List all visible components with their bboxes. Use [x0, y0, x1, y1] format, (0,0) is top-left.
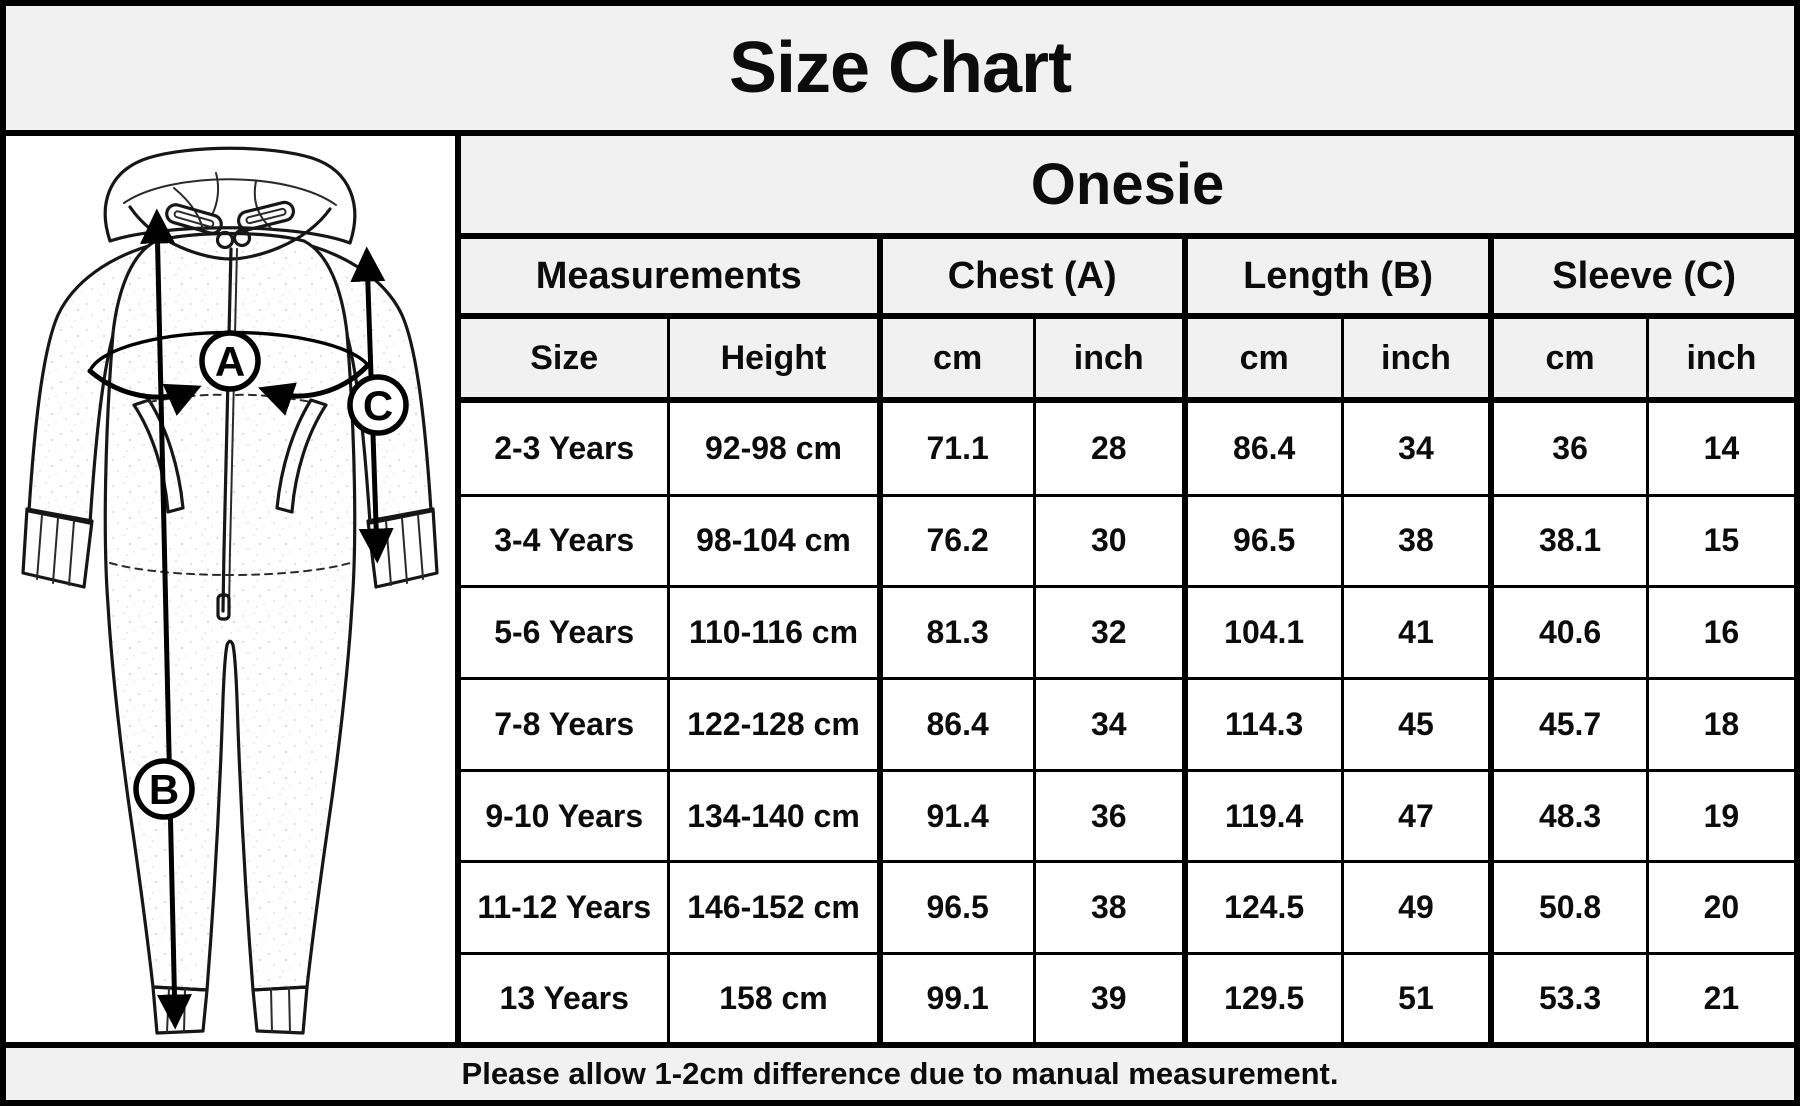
page-title: Size Chart	[728, 28, 1072, 108]
length-label: B	[149, 766, 179, 813]
length-inch-cell: 41	[1340, 585, 1493, 681]
table-row: 5-6 Years 110-116 cm 81.3 32 104.1 41 40…	[461, 585, 1794, 681]
length-cm-cell: 86.4	[1181, 398, 1344, 497]
chest-inch-cell: 30	[1032, 493, 1187, 589]
sleeve-inch-cell: 19	[1645, 768, 1794, 864]
sleeve-inch-cell: 15	[1645, 493, 1794, 589]
size-cell: 3-4 Years	[461, 493, 671, 589]
onesie-diagram: A B C	[6, 136, 461, 1042]
table-row: 11-12 Years 146-152 cm 96.5 38 124.5 49 …	[461, 860, 1794, 956]
length-inch-cell: 38	[1340, 493, 1493, 589]
chest-cm-cell: 71.1	[876, 398, 1036, 497]
chest-cm-cell: 99.1	[876, 952, 1036, 1042]
length-inch-cell: 45	[1340, 677, 1493, 772]
measurement-annotations: A B C	[87, 208, 409, 1030]
sleeve-inch-cell: 14	[1645, 398, 1794, 497]
table-row: 13 Years 158 cm 99.1 39 129.5 51 53.3 21	[461, 952, 1794, 1042]
size-cell: 13 Years	[461, 952, 671, 1042]
group-header-chest: Chest (A)	[876, 234, 1187, 319]
table-row: 9-10 Years 134-140 cm 91.4 36 119.4 47 4…	[461, 768, 1794, 864]
chest-cm-cell: 81.3	[876, 585, 1036, 681]
sleeve-label: C	[363, 382, 393, 429]
title-bar: Size Chart	[6, 6, 1794, 136]
sleeve-inch-cell: 16	[1645, 585, 1794, 681]
col-header-sleeve-inch: inch	[1645, 314, 1794, 403]
length-label-circle	[133, 758, 195, 820]
table-title: Onesie	[461, 136, 1794, 239]
table-row: 2-3 Years 92-98 cm 71.1 28 86.4 34 36 14	[461, 398, 1794, 497]
chest-label: A	[215, 338, 245, 385]
col-header-height: Height	[667, 314, 882, 403]
col-header-chest-cm: cm	[876, 314, 1036, 403]
height-cell: 98-104 cm	[667, 493, 882, 589]
sleeve-cm-cell: 50.8	[1488, 860, 1649, 956]
height-cell: 92-98 cm	[667, 398, 882, 497]
height-cell: 146-152 cm	[667, 860, 882, 956]
size-table-wrap: Onesie Measurements Chest (A) Length (B)…	[461, 136, 1794, 1042]
chest-inch-cell: 32	[1032, 585, 1187, 681]
main-area: A B C Onesie	[6, 136, 1794, 1042]
length-cm-cell: 129.5	[1181, 952, 1344, 1042]
chest-label-circle	[199, 330, 261, 392]
chest-inch-cell: 34	[1032, 677, 1187, 772]
size-cell: 5-6 Years	[461, 585, 671, 681]
sleeve-inch-cell: 18	[1645, 677, 1794, 772]
size-cell: 7-8 Years	[461, 677, 671, 772]
size-table: Onesie Measurements Chest (A) Length (B)…	[461, 136, 1794, 1042]
length-inch-cell: 47	[1340, 768, 1493, 864]
chest-cm-cell: 91.4	[876, 768, 1036, 864]
length-cm-cell: 119.4	[1181, 768, 1344, 864]
col-header-sleeve-cm: cm	[1488, 314, 1649, 403]
height-cell: 134-140 cm	[667, 768, 882, 864]
chest-inch-cell: 36	[1032, 768, 1187, 864]
height-cell: 110-116 cm	[667, 585, 882, 681]
chest-inch-cell: 38	[1032, 860, 1187, 956]
table-row: 3-4 Years 98-104 cm 76.2 30 96.5 38 38.1…	[461, 493, 1794, 589]
size-cell: 11-12 Years	[461, 860, 671, 956]
chest-cm-cell: 86.4	[876, 677, 1036, 772]
table-row: 7-8 Years 122-128 cm 86.4 34 114.3 45 45…	[461, 677, 1794, 772]
sleeve-cm-cell: 36	[1488, 398, 1649, 497]
height-cell: 122-128 cm	[667, 677, 882, 772]
sleeve-label-circle	[347, 374, 409, 436]
height-cell: 158 cm	[667, 952, 882, 1042]
chest-cm-cell: 96.5	[876, 860, 1036, 956]
chest-inch-cell: 39	[1032, 952, 1187, 1042]
length-inch-cell: 49	[1340, 860, 1493, 956]
sleeve-cm-cell: 40.6	[1488, 585, 1649, 681]
col-header-chest-inch: inch	[1032, 314, 1187, 403]
footer-note: Please allow 1-2cm difference due to man…	[461, 1056, 1339, 1091]
length-cm-cell: 114.3	[1181, 677, 1344, 772]
sleeve-cm-cell: 38.1	[1488, 493, 1649, 589]
col-header-size: Size	[461, 314, 671, 403]
sleeve-inch-cell: 21	[1645, 952, 1794, 1042]
sleeve-cm-cell: 53.3	[1488, 952, 1649, 1042]
size-cell: 9-10 Years	[461, 768, 671, 864]
length-arrow	[140, 208, 192, 1030]
length-cm-cell: 96.5	[1181, 493, 1344, 589]
chest-inch-cell: 28	[1032, 398, 1187, 497]
length-inch-cell: 51	[1340, 952, 1493, 1042]
group-header-length: Length (B)	[1181, 234, 1493, 319]
footer-note-bar: Please allow 1-2cm difference due to man…	[6, 1042, 1794, 1100]
zipper	[216, 247, 238, 621]
length-cm-cell: 124.5	[1181, 860, 1344, 956]
sleeve-cm-cell: 45.7	[1488, 677, 1649, 772]
sleeve-cm-cell: 48.3	[1488, 768, 1649, 864]
group-header-measurements: Measurements	[461, 234, 882, 319]
chest-cm-cell: 76.2	[876, 493, 1036, 589]
length-cm-cell: 104.1	[1181, 585, 1344, 681]
col-header-length-inch: inch	[1340, 314, 1493, 403]
col-header-length-cm: cm	[1181, 314, 1344, 403]
sleeve-inch-cell: 20	[1645, 860, 1794, 956]
size-cell: 2-3 Years	[461, 398, 671, 497]
group-header-sleeve: Sleeve (C)	[1488, 234, 1794, 319]
onesie-illustration-svg: A B C	[21, 146, 439, 1035]
length-inch-cell: 34	[1340, 398, 1493, 497]
